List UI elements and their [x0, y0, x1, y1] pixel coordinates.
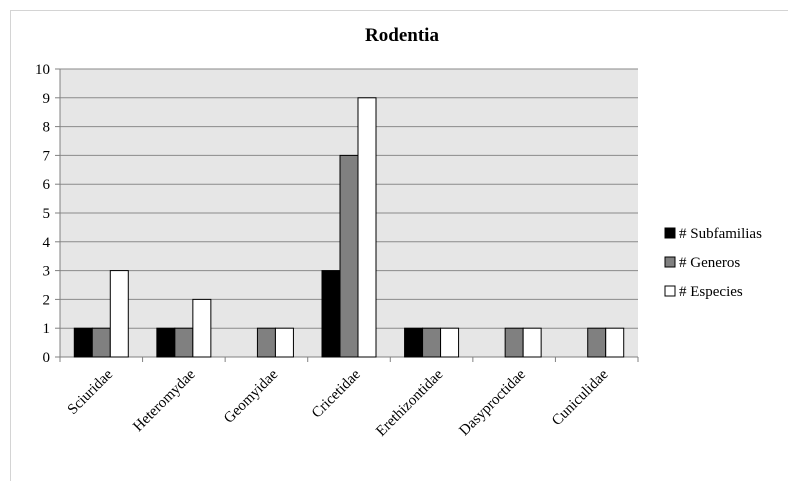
- bar: [587, 327, 607, 358]
- legend-swatch: [664, 256, 676, 268]
- x-category-label: Heteromydae: [130, 366, 199, 435]
- bar: [357, 97, 377, 358]
- y-tick-label: 5: [43, 206, 51, 222]
- bar: [91, 327, 111, 358]
- chart-frame: [10, 10, 788, 481]
- bar: [440, 327, 460, 358]
- legend-label: # Generos: [679, 255, 740, 271]
- bar: [274, 327, 294, 358]
- legend-swatch: [664, 285, 676, 297]
- bar: [256, 327, 276, 358]
- legend: # Subfamilias # Generos # Especies: [664, 226, 762, 300]
- y-tick-label: 9: [43, 91, 51, 107]
- bar: [73, 327, 93, 358]
- x-category-label: Cuniculidae: [549, 366, 612, 429]
- y-tick-label: 8: [43, 120, 51, 136]
- y-tick-label: 7: [43, 148, 51, 164]
- x-category-label: Erethizontidae: [373, 366, 446, 439]
- chart-title: Rodentia: [365, 25, 439, 46]
- bars: [73, 97, 625, 358]
- y-tick-label: 4: [43, 235, 51, 251]
- x-axis-labels: Sciuridae Heteromydae Geomyidae Cricetidae E…: [59, 357, 639, 440]
- y-tick-label: 2: [43, 292, 51, 308]
- y-tick-label: 0: [43, 350, 51, 366]
- bar: [156, 327, 176, 358]
- y-tick-label: 1: [43, 321, 51, 337]
- bar: [321, 270, 341, 358]
- bar: [404, 327, 424, 358]
- x-category-label: Sciuridae: [65, 366, 117, 418]
- x-category-label: Cricetidae: [309, 366, 364, 421]
- y-tick-label: 6: [43, 177, 51, 193]
- x-category-label: Geomyidae: [221, 366, 281, 426]
- x-category-label: Dasyproctidae: [456, 366, 529, 439]
- bar: [504, 327, 524, 358]
- legend-label: # Especies: [679, 284, 743, 300]
- bar: [522, 327, 542, 358]
- bar: [192, 298, 212, 358]
- y-tick-label: 3: [43, 264, 51, 280]
- bar: [339, 154, 359, 358]
- bar: [605, 327, 625, 358]
- bar: [109, 270, 129, 358]
- legend-swatch: [664, 227, 676, 239]
- bar: [174, 327, 194, 358]
- legend-label: # Subfamilias: [679, 226, 762, 242]
- y-tick-label: 10: [35, 62, 50, 78]
- y-axis-ticks: 0 1 2 3 4 5 6 7 8 9 10: [35, 62, 60, 366]
- bar: [422, 327, 442, 358]
